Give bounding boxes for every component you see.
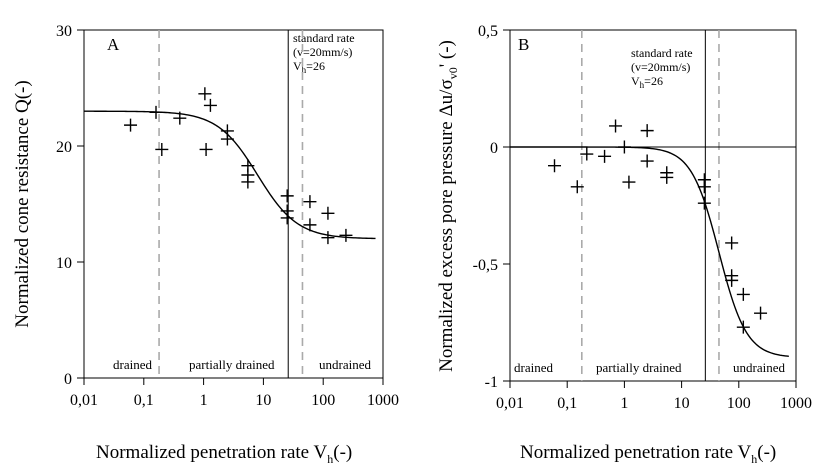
panel-b: B standard rate (v=20mm/s) Vh=26 drained…	[436, 23, 812, 466]
data-point-b-13	[697, 196, 711, 210]
data-point-b-1	[570, 180, 584, 194]
data-point-b-6	[622, 175, 636, 189]
fit-curve-a	[84, 110, 376, 240]
y-axis-label-unit-b: ' (-)	[436, 40, 457, 67]
standard-rate-v-sub-b: h	[640, 80, 645, 90]
y-tick-label-b-2: 0	[490, 140, 498, 157]
x-axis-label-a: Normalized penetration rate Vh(-)	[96, 442, 352, 466]
standard-rate-v-value-b: =26	[644, 74, 663, 88]
data-point-a-0	[124, 118, 138, 132]
plot-frame-a	[83, 29, 384, 379]
standard-rate-speed-b: (v=20mm/s)	[631, 60, 690, 74]
data-point-a-15	[303, 195, 317, 209]
data-point-a-12	[280, 189, 294, 203]
data-point-a-11	[241, 175, 255, 189]
x-tick-label-a-4: 100	[311, 392, 335, 409]
region-partially-drained-b: partially drained	[596, 360, 682, 375]
data-point-b-3	[598, 149, 612, 163]
annotation-a: standard rate (v=20mm/s) Vh=26	[293, 31, 355, 75]
standard-rate-speed-a: (v=20mm/s)	[293, 45, 352, 59]
data-point-b-2	[580, 147, 594, 161]
data-point-b-16	[725, 273, 739, 287]
data-point-b-17	[736, 287, 750, 301]
panel-label-b: B	[518, 35, 529, 54]
region-drained-a: drained	[113, 357, 152, 372]
data-point-a-3	[173, 111, 187, 125]
y-tick-label-a-1: 10	[56, 255, 72, 272]
data-point-b-10	[660, 170, 674, 184]
x-axis-label-unit-b: (-)	[757, 442, 776, 463]
data-point-a-5	[203, 98, 217, 112]
data-point-a-19	[339, 228, 353, 242]
data-point-a-2	[155, 142, 169, 156]
x-axis-label-text-a: Normalized penetration rate V	[96, 442, 328, 463]
y-tick-label-b-0: -1	[485, 374, 498, 391]
x-axis-label-unit-a: (-)	[333, 442, 352, 463]
annotation-b: standard rate (v=20mm/s) Vh=26	[631, 46, 693, 90]
standard-rate-v-a: Vh=26	[293, 59, 325, 75]
data-point-a-17	[321, 206, 335, 220]
standard-rate-v-b: Vh=26	[631, 74, 663, 90]
x-tick-label-b-2: 1	[620, 395, 628, 412]
x-axis-label-sub-b: h	[751, 452, 757, 466]
standard-rate-label-b: standard rate	[631, 46, 693, 60]
data-point-a-16	[303, 218, 317, 232]
region-undrained-a: undrained	[319, 357, 371, 372]
data-point-a-14	[280, 211, 294, 225]
y-axis-label-sub-b: v0	[446, 67, 460, 79]
standard-rate-v-sub-a: h	[302, 65, 307, 75]
data-point-b-18	[736, 320, 750, 334]
x-tick-label-b-0: 0,01	[496, 395, 524, 412]
x-tick-label-b-3: 10	[674, 395, 690, 412]
standard-rate-v-symbol-a: V	[293, 59, 302, 73]
x-axis-label-b: Normalized penetration rate Vh(-)	[520, 442, 776, 466]
y-axis-label-b: Normalized excess pore pressure Δu/σv0' …	[436, 40, 460, 372]
x-tick-label-a-3: 10	[255, 392, 271, 409]
x-axis-label-sub-a: h	[327, 452, 333, 466]
x-tick-label-b-1: 0,1	[557, 395, 577, 412]
standard-rate-v-value-a: =26	[306, 59, 325, 73]
y-tick-label-a-3: 30	[56, 23, 72, 40]
region-undrained-b: undrained	[733, 360, 785, 375]
region-drained-b: drained	[514, 360, 553, 375]
x-tick-label-a-0: 0,01	[70, 392, 98, 409]
data-point-b-8	[640, 154, 654, 168]
x-tick-label-b-5: 1000	[780, 395, 812, 412]
x-tick-label-a-1: 0,1	[134, 392, 154, 409]
y-tick-label-b-3: 0,5	[478, 23, 498, 40]
data-point-a-18	[321, 231, 335, 245]
data-point-a-6	[199, 142, 213, 156]
y-tick-label-b-1: -0,5	[473, 257, 498, 274]
data-point-b-4	[609, 119, 623, 133]
data-point-b-0	[548, 159, 562, 173]
x-axis-label-text-b: Normalized penetration rate V	[520, 442, 752, 463]
panel-a: A standard rate (v=20mm/s) Vh=26 drained…	[12, 23, 399, 466]
data-point-a-1	[149, 105, 163, 119]
standard-rate-v-symbol-b: V	[631, 74, 640, 88]
panel-label-a: A	[107, 35, 120, 54]
y-axis-label-main-b: Normalized excess pore pressure Δu/σ	[436, 79, 457, 372]
data-point-b-19	[754, 306, 768, 320]
data-point-b-14	[725, 236, 739, 250]
y-tick-label-a-0: 0	[64, 371, 72, 388]
data-point-b-7	[640, 124, 654, 138]
plot-frame-b	[509, 29, 797, 382]
data-point-a-4	[198, 87, 212, 101]
y-tick-label-a-2: 20	[56, 139, 72, 156]
region-partially-drained-a: partially drained	[189, 357, 275, 372]
x-tick-label-a-2: 1	[200, 392, 208, 409]
data-point-b-5	[617, 140, 631, 154]
fit-curve-b	[510, 146, 789, 357]
x-tick-label-a-5: 1000	[367, 392, 399, 409]
standard-rate-label-a: standard rate	[293, 31, 355, 45]
data-point-b-12	[697, 180, 711, 194]
y-axis-label-a: Normalized cone resistance Q(-)	[12, 80, 33, 327]
x-tick-label-b-4: 100	[727, 395, 751, 412]
data-point-a-8	[220, 132, 234, 146]
